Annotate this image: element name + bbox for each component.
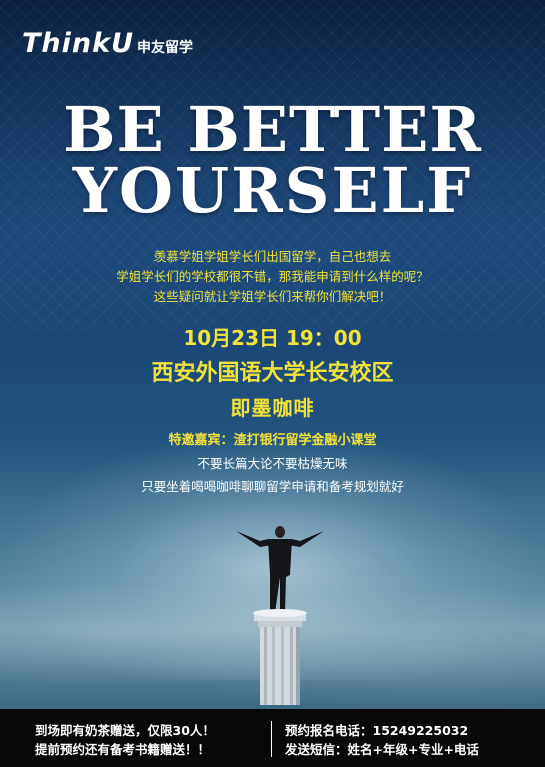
special-guest: 特邀嘉宾：渣打银行留学金融小课堂 <box>168 433 377 448</box>
logo-mark: ThinkU <box>22 28 134 59</box>
desc-line: 只要坐着喝喝咖啡聊聊留学申请和备考规划就好 <box>141 479 404 494</box>
brand-logo: ThinkU 申友留学 <box>22 28 193 59</box>
man-on-pillar-illustration <box>236 526 324 705</box>
footer-divider <box>271 721 272 757</box>
headline-line-2: YOURSELF <box>72 154 473 227</box>
footer-bar: 到场即有奶茶赠送，仅限30人！ 提前预约还有备考书籍赠送！！ 预约报名电话：15… <box>0 709 545 767</box>
footer-promos: 到场即有奶茶赠送，仅限30人！ 提前预约还有备考书籍赠送！！ <box>35 721 215 759</box>
event-venue: 西安外国语大学长安校区 <box>151 361 394 386</box>
logo-cn-name: 申友留学 <box>137 40 193 56</box>
event-description: 不要长篇大论不要枯燥无味 只要坐着喝喝咖啡聊聊留学申请和备考规划就好 <box>0 452 545 498</box>
footer-contact: 预约报名电话：15249225032 发送短信：姓名+年级+专业+电话 <box>285 721 479 759</box>
event-datetime: 10月23日 19：00 <box>183 326 362 350</box>
intro-line: 羡慕学姐学姐学长们出国留学，自己也想去 <box>153 249 392 264</box>
diamond-pattern <box>0 0 545 330</box>
event-place: 即墨咖啡 <box>230 396 315 420</box>
intro-line: 这些疑问就让学姐学长们来帮你们解决吧！ <box>153 289 392 304</box>
contact-sms: 发送短信：姓名+年级+专业+电话 <box>285 742 479 757</box>
desc-line: 不要长篇大论不要枯燥无味 <box>197 456 348 471</box>
promo-line: 到场即有奶茶赠送，仅限30人！ <box>35 723 215 738</box>
contact-phone: 预约报名电话：15249225032 <box>285 723 469 738</box>
promo-line: 提前预约还有备考书籍赠送！！ <box>35 742 211 757</box>
intro-line: 学姐学长们的学校都很不错，那我能申请到什么样的呢？ <box>116 269 429 284</box>
headline-line-1: BE BETTER <box>63 93 482 166</box>
intro-text: 羡慕学姐学姐学长们出国留学，自己也想去 学姐学长们的学校都很不错，那我能申请到什… <box>0 247 545 307</box>
